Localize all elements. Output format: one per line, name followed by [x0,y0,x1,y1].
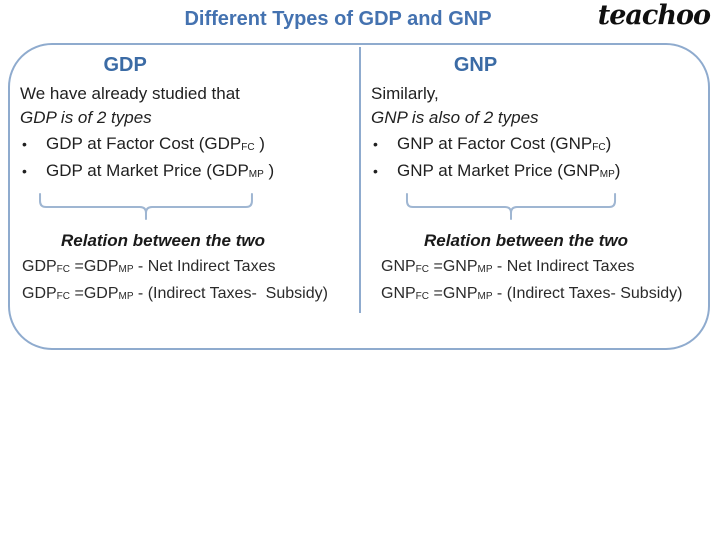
gnp-heading: GNP [453,54,498,76]
gnp-formula-indirect-taxes-subsidy: GNPFC =GNPMP - (Indirect Taxes- Subsidy) [381,285,683,302]
bullet-icon: • [373,163,378,179]
gnp-types-line: GNP is also of 2 types [371,108,539,127]
gnp-bullet-factor-cost: • GNP at Factor Cost (GNPFC) [373,134,611,154]
bullet-icon: • [22,136,27,152]
gdp-bullet-factor-cost: • GDP at Factor Cost (GDPFC ) [22,134,265,154]
gdp-relation-title: Relation between the two [60,231,266,250]
bullet-text: GDP at Factor Cost (GDPFC ) [46,134,265,153]
gnp-relation-title: Relation between the two [423,231,629,250]
teachoo-logo: teachoo [597,0,711,31]
gnp-intro-line: Similarly, [371,84,439,103]
comparison-panel: GDP We have already studied that GDP is … [8,43,710,350]
bullet-icon: • [22,163,27,179]
page-title: Different Types of GDP and GNP [184,8,492,30]
grouping-brace-icon [405,192,619,222]
bullet-text: GNP at Factor Cost (GNPFC) [397,134,612,153]
bullet-text: GNP at Market Price (GNPMP) [397,161,621,180]
gdp-types-line: GDP is of 2 types [20,108,152,127]
bullet-text: GDP at Market Price (GDPMP ) [46,161,275,180]
gdp-column: GDP We have already studied that GDP is … [10,45,359,348]
bullet-icon: • [373,136,378,152]
gnp-formula-net-indirect-taxes: GNPFC =GNPMP - Net Indirect Taxes [381,258,635,275]
grouping-brace-icon [38,192,256,222]
gdp-formula-indirect-taxes-subsidy: GDPFC =GDPMP - (Indirect Taxes- Subsidy) [22,285,328,302]
gdp-intro-line: We have already studied that [20,84,240,103]
gdp-bullet-market-price: • GDP at Market Price (GDPMP ) [22,161,274,181]
column-divider [359,47,361,313]
gnp-column: GNP Similarly, GNP is also of 2 types • … [361,45,708,348]
gdp-formula-net-indirect-taxes: GDPFC =GDPMP - Net Indirect Taxes [22,258,276,275]
gdp-heading: GDP [103,54,147,76]
gnp-bullet-market-price: • GNP at Market Price (GNPMP) [373,161,620,181]
